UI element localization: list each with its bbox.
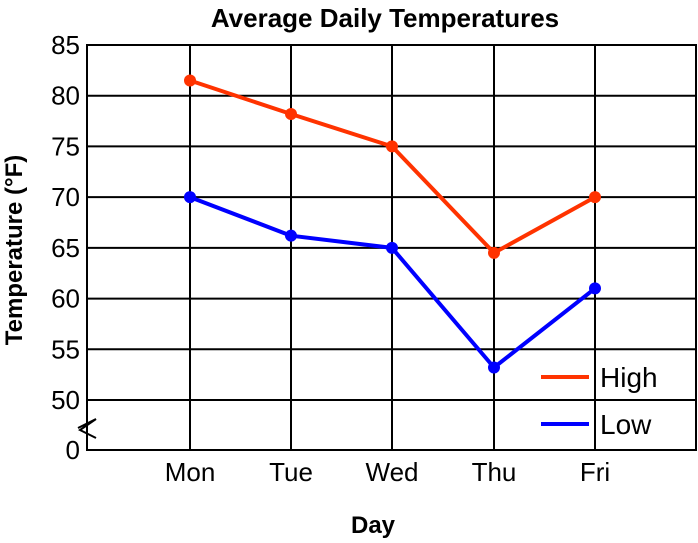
x-axis-label: Day xyxy=(351,512,396,539)
data-point-high xyxy=(184,74,196,87)
y-tick-label: 85 xyxy=(51,30,80,60)
y-tick-label: 70 xyxy=(51,182,80,212)
plot-frame xyxy=(86,44,697,451)
axis-break-icon xyxy=(77,418,97,439)
y-tick-label: 50 xyxy=(51,385,80,415)
legend-label: Low xyxy=(600,409,652,440)
data-point-high xyxy=(285,107,297,120)
data-point-low xyxy=(184,191,196,204)
x-tick-label: Mon xyxy=(165,457,216,487)
y-axis-label: Temperature (°F) xyxy=(1,155,28,346)
data-point-low xyxy=(589,282,601,295)
chart-title: Average Daily Temperatures xyxy=(211,3,559,33)
x-axis-ticks: Mon Tue Wed Thu Fri xyxy=(165,457,610,487)
data-point-low xyxy=(488,361,500,374)
y-tick-label: 55 xyxy=(51,334,80,364)
y-tick-label: 60 xyxy=(51,284,80,314)
data-point-high xyxy=(386,140,398,153)
x-tick-label: Tue xyxy=(269,457,313,487)
y-axis-ticks: 85 80 75 70 65 60 55 50 0 xyxy=(51,30,80,465)
x-tick-label: Wed xyxy=(366,457,419,487)
series-group xyxy=(184,74,601,374)
y-tick-label: 0 xyxy=(66,435,80,465)
data-point-low xyxy=(386,241,398,254)
y-tick-label: 80 xyxy=(51,81,80,111)
data-point-high xyxy=(589,191,601,204)
legend: High Low xyxy=(541,362,658,440)
data-point-high xyxy=(488,246,500,259)
y-tick-label: 65 xyxy=(51,233,80,263)
y-tick-label: 75 xyxy=(51,131,80,161)
data-point-low xyxy=(285,229,297,242)
x-tick-label: Fri xyxy=(580,457,610,487)
legend-label: High xyxy=(600,362,658,393)
x-tick-label: Thu xyxy=(472,457,517,487)
